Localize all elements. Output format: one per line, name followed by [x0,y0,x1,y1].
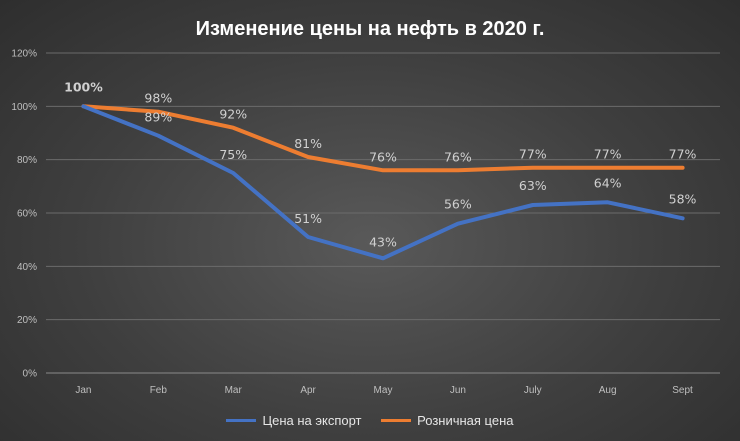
y-tick-label: 60% [17,209,37,220]
y-tick-label: 20% [17,315,37,326]
data-point [157,135,159,137]
x-tick-label: July [524,385,542,396]
data-point [457,169,459,171]
legend-swatch-export [226,419,257,422]
data-label: 56% [444,197,472,212]
data-label: 98% [144,91,172,106]
x-tick-label: Jan [75,385,91,396]
data-point [382,257,384,259]
legend-item-retail: Розничная цена [381,413,514,428]
x-tick-label: Feb [150,385,168,396]
data-point [232,127,234,129]
data-point [682,167,684,169]
data-label: 76% [369,149,397,164]
data-point [382,169,384,171]
data-point [82,105,84,107]
data-point [457,223,459,225]
x-tick-label: Apr [300,385,316,396]
data-point [307,156,309,158]
data-point [682,217,684,219]
data-label: 77% [519,147,547,162]
data-point [307,236,309,238]
legend-label-export: Цена на экспорт [262,413,362,428]
data-label: 77% [669,147,697,162]
data-label: 75% [219,147,247,162]
y-tick-label: 120% [11,49,37,60]
data-point [532,204,534,206]
data-label: 58% [669,191,697,206]
y-tick-label: 0% [23,369,38,380]
data-label: 89% [144,110,172,125]
x-tick-label: Aug [599,385,617,396]
data-point [157,111,159,113]
data-label: 64% [594,175,622,190]
chart-title: Изменение цены на нефть в 2020 г. [195,18,545,40]
legend: Цена на экспорт Розничная цена [0,410,740,428]
x-tick-label: May [374,385,393,396]
y-tick-label: 100% [11,102,37,113]
data-label: 77% [594,147,622,162]
data-label: 76% [444,149,472,164]
data-point [607,201,609,203]
legend-item-export: Цена на экспорт [226,413,362,428]
data-label: 100% [64,79,103,94]
x-tick-label: Mar [225,385,243,396]
y-tick-label: 40% [17,262,37,273]
legend-label-retail: Розничная цена [417,413,514,428]
data-point [607,167,609,169]
x-tick-label: Jun [450,385,466,396]
data-label: 92% [219,107,247,122]
x-tick-label: Sept [672,385,693,396]
data-label: 43% [369,234,397,249]
data-point [532,167,534,169]
data-label: 51% [294,211,322,226]
data-point [232,172,234,174]
legend-swatch-retail [381,419,412,422]
data-label: 63% [519,178,547,193]
data-label: 81% [294,136,322,151]
y-tick-label: 80% [17,155,37,166]
